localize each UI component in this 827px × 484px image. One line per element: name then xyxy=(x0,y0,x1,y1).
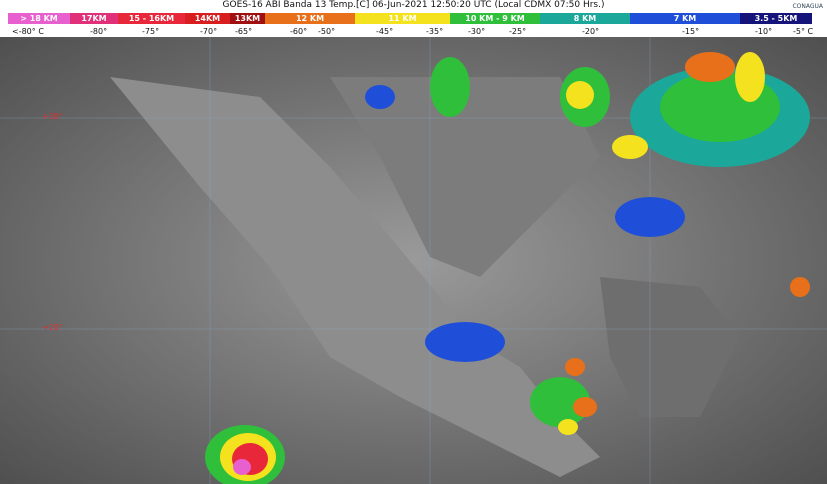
temperature-label: -30° xyxy=(468,27,486,36)
temperature-label: -5° C xyxy=(793,27,814,36)
scale-segment: 3.5 - 5KM xyxy=(740,13,812,24)
scale-segment: 11 KM xyxy=(355,13,450,24)
temperature-label: -50° xyxy=(318,27,336,36)
scale-segment: 10 KM - 9 KM xyxy=(450,13,540,24)
latitude-label: +20° xyxy=(42,323,63,332)
temperature-label: -45° xyxy=(376,27,394,36)
scale-segment: 8 KM xyxy=(540,13,630,24)
scale-segment: 13KM xyxy=(230,13,265,24)
satellite-map xyxy=(0,37,827,484)
scale-segment: 7 KM xyxy=(630,13,740,24)
temperature-label: -80° xyxy=(90,27,108,36)
title: GOES-16 ABI Banda 13 Temp.[C] 06-Jun-202… xyxy=(222,0,605,10)
temperature-label: -25° xyxy=(509,27,527,36)
temperature-label: -60° xyxy=(290,27,308,36)
latitude-label: +30° xyxy=(42,112,63,121)
temperature-label: -35° xyxy=(426,27,444,36)
temperature-label: <-80° C xyxy=(12,27,44,36)
temperature-label: -15° xyxy=(682,27,700,36)
scale-segment: 12 KM xyxy=(265,13,355,24)
temperature-label: -20° xyxy=(582,27,600,36)
temperature-label: -70° xyxy=(200,27,218,36)
scale-segment: 17KM xyxy=(70,13,118,24)
temperature-label: -75° xyxy=(142,27,160,36)
scale-segment: 14KM xyxy=(185,13,230,24)
scale-segment: > 18 KM xyxy=(8,13,70,24)
temperature-label: -65° xyxy=(235,27,253,36)
scale-segment: 15 - 16KM xyxy=(118,13,185,24)
logo: CONAGUA xyxy=(792,3,823,10)
temperature-label: -10° xyxy=(755,27,773,36)
